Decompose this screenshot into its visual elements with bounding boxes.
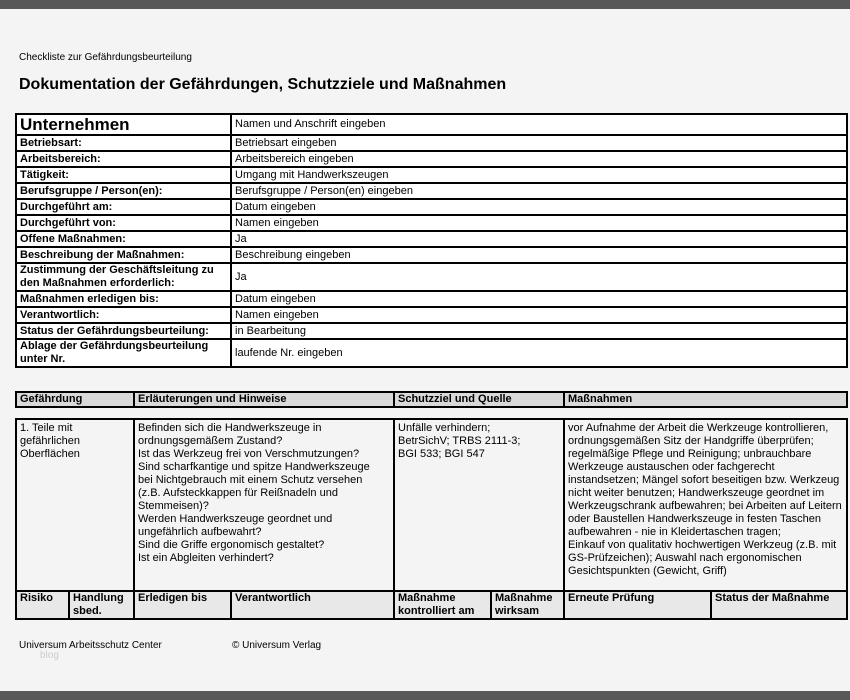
field-label: Ablage der Gefährdungsbeurteilung unter … (15, 338, 232, 368)
hazard-header: Gefährdung Erläuterungen und Hinweise Schu… (15, 391, 848, 408)
bottom-bar (0, 691, 850, 700)
field-value[interactable]: Arbeitsbereich eingeben (230, 150, 848, 168)
info-row: Berufsgruppe / Person(en): Berufsgruppe /… (15, 182, 848, 200)
top-bar (0, 0, 850, 9)
field-value[interactable]: Ja (230, 262, 848, 292)
company-label: Unternehmen (15, 113, 232, 136)
info-row: Ablage der Gefährdungsbeurteilung unter … (15, 338, 848, 368)
notes-cell: Befinden sich die Handwerkszeuge in ordn… (133, 418, 395, 592)
hazard-cell: 1. Teile mit gefährlichen Oberflächen (15, 418, 135, 592)
field-label: Offene Maßnahmen: (15, 230, 232, 248)
note-line: Sind scharfkantige und spitze Handwerksz… (138, 461, 370, 512)
field-value[interactable]: in Bearbeitung (230, 322, 848, 340)
col-goal: Schutzziel und Quelle (393, 391, 565, 408)
info-row: Betriebsart: Betriebsart eingeben (15, 134, 848, 152)
note-line: Befinden sich die Handwerkszeuge in ordn… (138, 422, 322, 447)
info-row: Arbeitsbereich: Arbeitsbereich eingeben (15, 150, 848, 168)
note-line: Sind die Griffe ergonomisch gestaltet? (138, 539, 325, 551)
info-row: Verantwortlich: Namen eingeben (15, 306, 848, 324)
field-label: Betriebsart: (15, 134, 232, 152)
col-hazard: Gefährdung (15, 391, 135, 408)
measure-text: vor Aufnahme der Arbeit die Werkzeuge ko… (568, 422, 842, 538)
col-measures: Maßnahmen (563, 391, 848, 408)
info-row: Tätigkeit: Umgang mit Handwerkszeugen (15, 166, 848, 184)
field-label: Durchgeführt von: (15, 214, 232, 232)
info-table: Unternehmen Namen und Anschrift eingeben … (15, 113, 848, 368)
field-value[interactable]: Berufsgruppe / Person(en) eingeben (230, 182, 848, 200)
status-column-header: Verantwortlich (230, 590, 395, 620)
status-column-header: Handlung sbed. (68, 590, 135, 620)
status-column-header: Erledigen bis (133, 590, 232, 620)
company-value[interactable]: Namen und Anschrift eingeben (230, 113, 848, 136)
field-value[interactable]: Betriebsart eingeben (230, 134, 848, 152)
field-value[interactable]: laufende Nr. eingeben (230, 338, 848, 368)
field-label: Arbeitsbereich: (15, 150, 232, 168)
info-row: Offene Maßnahmen: Ja (15, 230, 848, 248)
doc-subtitle: Checkliste zur Gefährdungsbeurteilung (19, 52, 192, 63)
field-value[interactable]: Ja (230, 230, 848, 248)
footer-left: Universum Arbeitsschutz Center (19, 640, 162, 651)
goal-cell: Unfälle verhindern; BetrSichV; TRBS 2111… (392, 418, 566, 592)
info-row: Zustimmung der Geschäftsleitung zu den M… (15, 262, 848, 292)
measure-text: Einkauf von qualitativ hochwertigen Werk… (568, 539, 837, 577)
hazard-table: 1. Teile mit gefährlichen Oberflächen Be… (15, 418, 848, 620)
field-value[interactable]: Namen eingeben (230, 214, 848, 232)
field-value[interactable]: Umgang mit Handwerkszeugen (230, 166, 848, 184)
note-line: Ist das Werkzeug frei von Verschmutzunge… (138, 448, 360, 460)
field-label: Maßnahmen erledigen bis: (15, 290, 232, 308)
note-line: Werden Handwerkszeuge geordnet und ungef… (138, 513, 333, 538)
page-title: Dokumentation der Gefährdungen, Schutzzi… (19, 76, 507, 93)
measures-cell: vor Aufnahme der Arbeit die Werkzeuge ko… (563, 418, 848, 592)
field-label: Verantwortlich: (15, 306, 232, 324)
info-row: Maßnahmen erledigen bis: Datum eingeben (15, 290, 848, 308)
status-column-header: Maßnahme wirksam (489, 590, 566, 620)
status-column-header: Erneute Prüfung (563, 590, 713, 620)
field-label: Durchgeführt am: (15, 198, 232, 216)
field-value[interactable]: Namen eingeben (230, 306, 848, 324)
field-label: Berufsgruppe / Person(en): (15, 182, 232, 200)
note-line: Ist ein Abgleiten verhindert? (138, 552, 274, 564)
status-column-header: Maßnahme kontrolliert am (393, 590, 492, 620)
field-value[interactable]: Beschreibung eingeben (230, 246, 848, 264)
status-column-header: Risiko (15, 590, 70, 620)
field-value[interactable]: Datum eingeben (230, 198, 848, 216)
field-label: Beschreibung der Maßnahmen: (15, 246, 232, 264)
col-notes: Erläuterungen und Hinweise (133, 391, 395, 408)
info-row: Durchgeführt von: Namen eingeben (15, 214, 848, 232)
footer-right: © Universum Verlag (232, 640, 322, 651)
info-row: Durchgeführt am: Datum eingeben (15, 198, 848, 216)
watermark: blog (40, 650, 59, 661)
info-row: Beschreibung der Maßnahmen: Beschreibung … (15, 246, 848, 264)
field-value[interactable]: Datum eingeben (230, 290, 848, 308)
field-label: Zustimmung der Geschäftsleitung zu den M… (15, 262, 232, 292)
field-label: Status der Gefährdungsbeurteilung: (15, 322, 232, 340)
status-column-header: Status der Maßnahme (710, 590, 848, 620)
info-row: Status der Gefährdungsbeurteilung: in Bea… (15, 322, 848, 340)
field-label: Tätigkeit: (15, 166, 232, 184)
